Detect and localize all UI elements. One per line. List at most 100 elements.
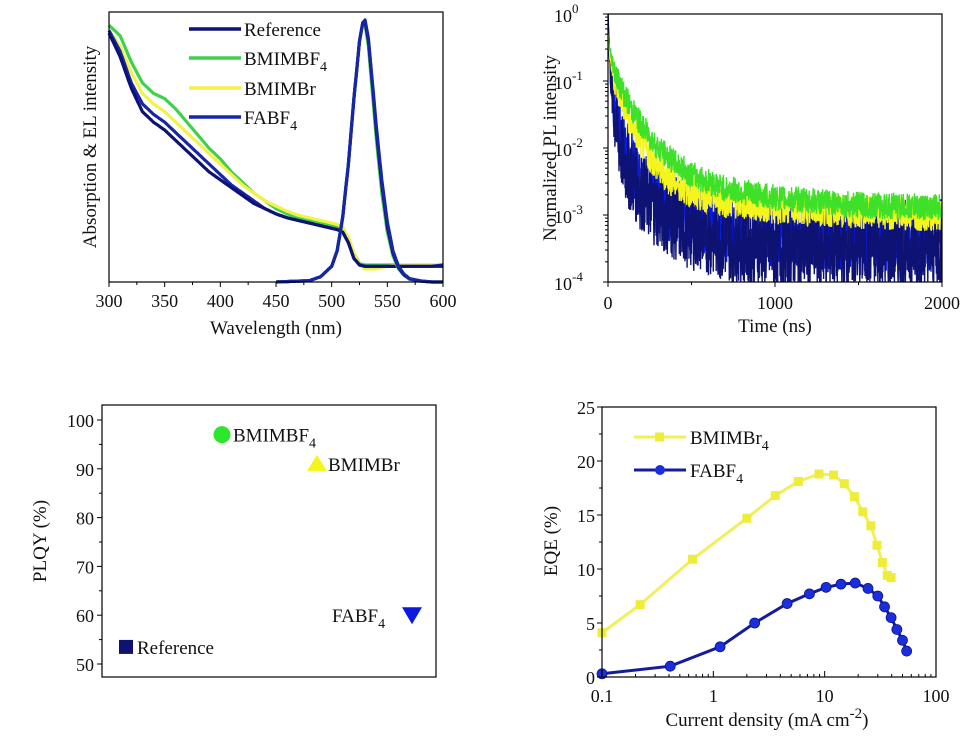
y-tick-label-text: 10 xyxy=(554,140,572,160)
x-tick-label-text: 0 xyxy=(604,293,613,313)
x-axis-title: Wavelength (nm) xyxy=(210,318,342,339)
axis-ticks xyxy=(597,406,937,678)
data-point xyxy=(879,601,890,613)
y-axis-title: EQE (%) xyxy=(541,506,562,576)
legend-label: FABF4 xyxy=(690,461,743,487)
x-tick-label: 500 xyxy=(318,291,345,311)
series-line-fabf4-el xyxy=(275,18,444,284)
point-label-subscript: 4 xyxy=(309,437,316,452)
x-tick-label: 100 xyxy=(923,686,950,706)
data-point xyxy=(866,521,876,531)
y-tick-label-text: 10 xyxy=(554,274,572,294)
legend-label-text: FABF xyxy=(244,108,290,129)
data-point xyxy=(664,660,676,672)
y-tick-label: 70 xyxy=(76,557,94,577)
legend-label-subscript: 4 xyxy=(762,439,769,454)
series-line-bmimbr4 xyxy=(601,472,892,634)
x-tick-label-text: 2000 xyxy=(924,293,960,313)
x-tick-label: 300 xyxy=(96,291,123,311)
point-label: Reference xyxy=(137,638,214,659)
data-point xyxy=(877,558,887,568)
y-axis-title: PLQY (%) xyxy=(30,500,51,582)
data-point xyxy=(872,540,882,550)
point-label-text: BMIMBF xyxy=(233,426,309,447)
y-tick-labels: 50 60 70 80 90 100 xyxy=(67,411,94,675)
plot-frame xyxy=(101,404,437,678)
x-tick-label: 10 xyxy=(816,686,834,706)
marker-fabf4 xyxy=(402,607,422,625)
y-tick-label-text: 50 xyxy=(76,655,94,675)
data-point xyxy=(891,624,903,635)
x-tick-label-text: 300 xyxy=(96,291,123,311)
y-tick-label-text: 10 xyxy=(577,560,595,580)
x-tick-label: 350 xyxy=(151,291,178,311)
y-tick-label: 0 xyxy=(586,668,595,688)
y-tick-label: 25 xyxy=(577,398,595,418)
x-tick-label-text: 1 xyxy=(709,686,718,706)
data-point xyxy=(828,470,838,480)
plot-frame xyxy=(601,406,937,678)
y-tick-label-text: 90 xyxy=(76,460,94,480)
legend-label: BMIMBF4 xyxy=(244,49,327,75)
absorption-el-panel: 300 350 400 450 500 550 600 Wavelength (nm) Ab… xyxy=(80,11,457,339)
y-axis-ticks xyxy=(97,419,102,665)
y-tick-label: 15 xyxy=(577,506,595,526)
point-label: FABF4 xyxy=(332,606,385,632)
point-label-text: FABF xyxy=(332,606,378,627)
x-tick-label-text: 10 xyxy=(816,686,834,706)
x-tick-label-text: 400 xyxy=(207,291,234,311)
data-point xyxy=(781,598,793,609)
y-tick-label-superscript: 0 xyxy=(572,1,579,16)
absorption-el-curves xyxy=(107,18,444,284)
series-trace-bmimbf4 xyxy=(608,37,942,221)
y-tick-label-text: 10 xyxy=(554,207,572,227)
data-point xyxy=(793,477,803,487)
legend-label-text: BMIMBr xyxy=(244,79,316,100)
y-tick-label: 100 xyxy=(67,411,94,431)
y-tick-label-text: 100 xyxy=(67,411,94,431)
legend-label-subscript: 4 xyxy=(736,472,743,487)
data-point xyxy=(886,573,896,583)
y-tick-label: 10-1 xyxy=(554,68,583,93)
x-tick-label: 450 xyxy=(263,291,290,311)
legend-label: Reference xyxy=(244,20,321,41)
y-tick-label-superscript: -2 xyxy=(572,135,583,150)
data-point xyxy=(770,491,780,501)
x-tick-label-text: 500 xyxy=(318,291,345,311)
y-tick-label: 80 xyxy=(76,509,94,529)
x-tick-label-text: 1000 xyxy=(757,293,793,313)
y-tick-label: 5 xyxy=(586,614,595,634)
x-axis-title: Time (ns) xyxy=(738,316,812,337)
data-point xyxy=(862,583,874,594)
y-tick-label-text: 15 xyxy=(577,506,595,526)
y-tick-label-text: 10 xyxy=(554,73,572,93)
y-tick-label: 20 xyxy=(577,452,595,472)
legend-label: BMIMBr xyxy=(244,79,316,100)
eqe-curves xyxy=(596,469,913,680)
point-label: BMIMBr xyxy=(328,455,400,476)
point-label-text: Reference xyxy=(137,638,214,659)
marker-bmimbr xyxy=(307,454,327,471)
x-tick-label-text: 600 xyxy=(430,291,457,311)
x-tick-label-text: 350 xyxy=(151,291,178,311)
y-tick-label: 90 xyxy=(76,460,94,480)
legend-label-text: BMIMBr xyxy=(690,428,762,449)
y-tick-label: 100 xyxy=(554,1,579,26)
series-trace-reference xyxy=(608,14,942,282)
x-tick-labels: 300 350 400 450 500 550 600 xyxy=(96,291,457,311)
data-point xyxy=(688,554,698,564)
y-tick-label-superscript: -1 xyxy=(572,68,583,83)
y-tick-label-superscript: -3 xyxy=(572,202,583,217)
y-tick-label-superscript: -4 xyxy=(572,269,583,284)
data-point xyxy=(714,641,726,653)
legend-label-text: Reference xyxy=(244,20,321,41)
x-tick-label-text: 450 xyxy=(263,291,290,311)
legend-label-subscript: 4 xyxy=(320,60,327,75)
data-point xyxy=(749,617,761,629)
series-line-fabf4 xyxy=(601,581,909,676)
legend-label: FABF4 xyxy=(244,108,297,134)
